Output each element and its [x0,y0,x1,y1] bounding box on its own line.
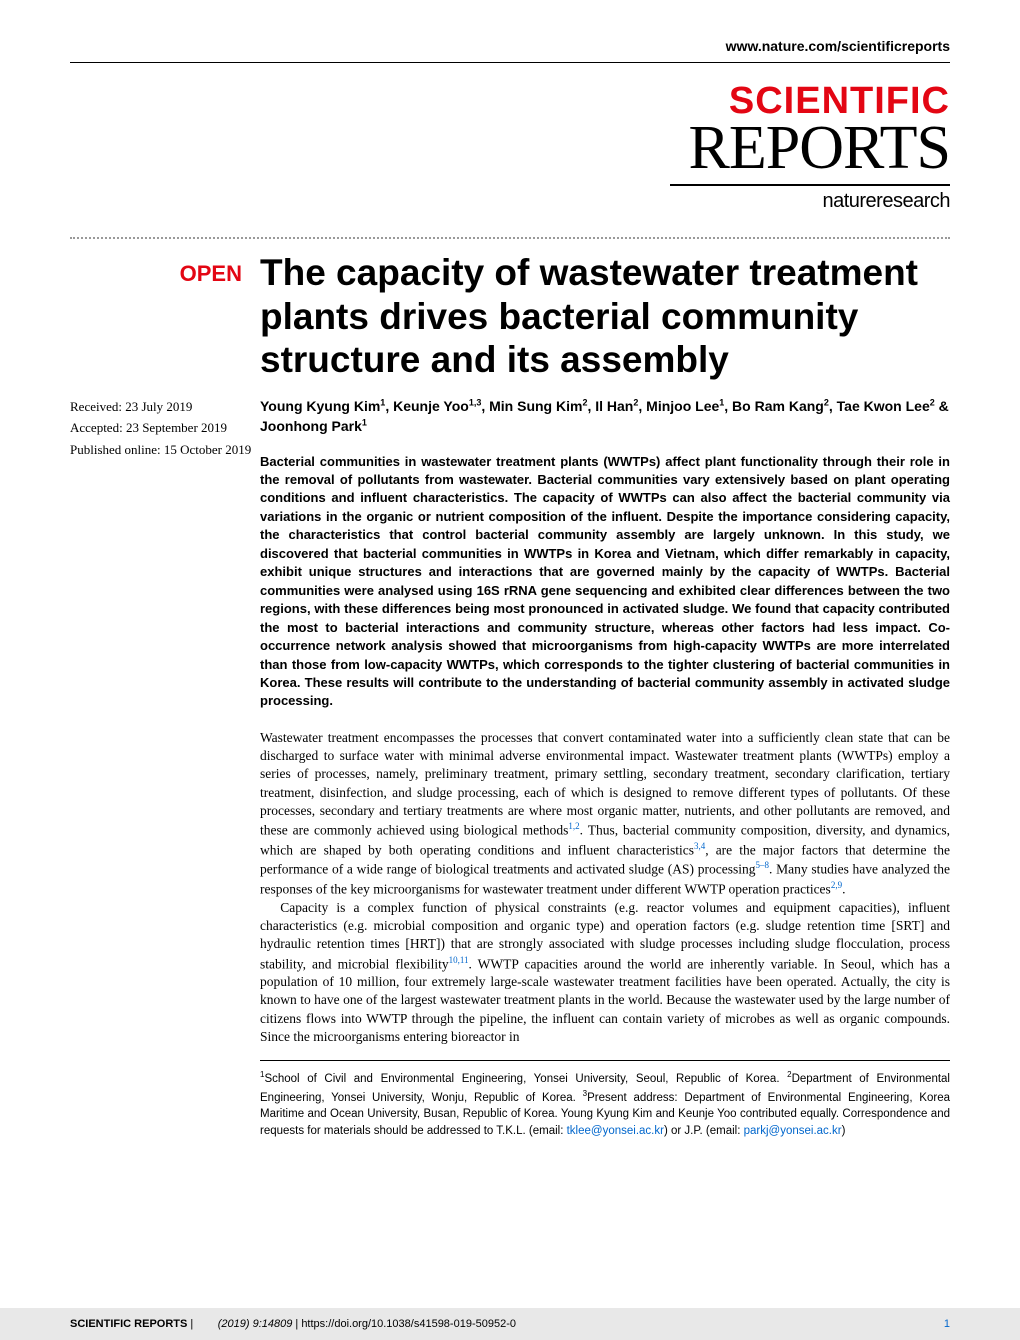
open-access-badge: OPEN [70,261,260,287]
affiliations: 1School of Civil and Environmental Engin… [260,1069,950,1139]
paragraph-1: Wastewater treatment encompasses the pro… [260,729,950,899]
logo-subtitle: natureresearch [70,192,950,211]
logo-rule [670,184,950,186]
journal-url: www.nature.com/scientificreports [70,38,950,54]
citation-link[interactable]: 3,4 [694,841,705,851]
citation-link[interactable]: 5–8 [755,860,769,870]
published-date: Published online: 15 October 2019 [70,440,260,460]
paragraph-2: Capacity is a complex function of physic… [260,899,950,1046]
article-title: The capacity of wastewater treatment pla… [260,251,950,382]
accepted-date: Accepted: 23 September 2019 [70,418,260,438]
page-number: 1 [944,1318,950,1330]
header-rule [70,62,950,63]
dotted-divider [70,237,950,239]
publication-dates: Received: 23 July 2019 Accepted: 23 Sept… [70,397,260,460]
journal-logo: SCIENTIFIC REPORTS natureresearch [70,83,950,211]
abstract: Bacterial communities in wastewater trea… [260,453,950,711]
citation-link[interactable]: 10,11 [449,955,469,965]
received-date: Received: 23 July 2019 [70,397,260,417]
citation-link[interactable]: 1,2 [568,821,579,831]
logo-line2: REPORTS [70,119,950,178]
affiliation-rule [260,1060,950,1061]
citation-link[interactable]: 2,9 [831,880,842,890]
footer-citation: SCIENTIFIC REPORTS | (2019) 9:14809 | ht… [70,1318,516,1330]
body-text: Wastewater treatment encompasses the pro… [260,729,950,1046]
author-list: Young Kyung Kim1, Keunje Yoo1,3, Min Sun… [260,396,950,437]
page-footer: SCIENTIFIC REPORTS | (2019) 9:14809 | ht… [0,1308,1020,1340]
